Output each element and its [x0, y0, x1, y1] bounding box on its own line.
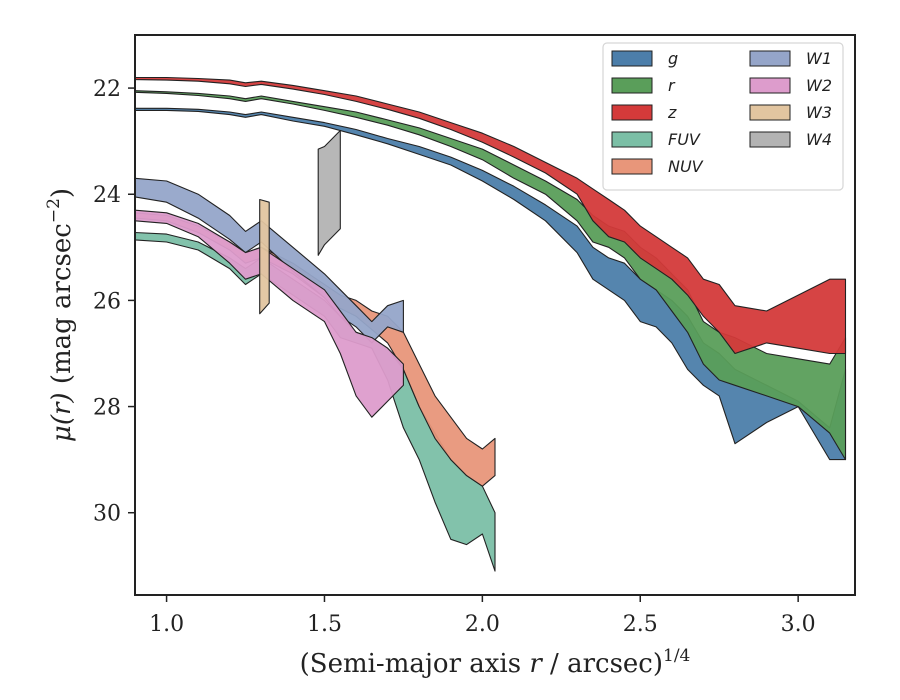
legend-swatch-w4 — [749, 131, 791, 148]
y-tick-label: 22 — [93, 77, 121, 102]
x-tick-label: 2.5 — [623, 612, 658, 637]
legend-label-z: z — [667, 103, 677, 122]
legend-label-r: r — [668, 76, 676, 95]
y-axis-title: μ(r) (mag arcsec−2) — [44, 188, 77, 442]
y-axis: 22 24 26 28 30 — [93, 77, 135, 527]
legend-swatch-w2 — [749, 77, 791, 94]
legend-label-w1: W1 — [806, 49, 832, 68]
band-w3 — [259, 198, 270, 315]
y-tick-label: 30 — [93, 502, 121, 527]
plot-areas — [134, 76, 847, 572]
legend-label-nuv: NUV — [668, 157, 704, 176]
legend-label-w3: W3 — [806, 103, 832, 122]
x-tick-label: 1.0 — [149, 612, 184, 637]
legend-label-w2: W2 — [806, 76, 832, 95]
legend-swatch-z — [611, 104, 653, 121]
x-tick-label: 2.0 — [465, 612, 500, 637]
legend-swatch-g — [611, 50, 653, 67]
y-tick-label: 24 — [93, 183, 121, 208]
legend-swatch-fuv — [611, 131, 653, 148]
band-w2 — [134, 209, 404, 418]
x-axis: 1.0 1.5 2.0 2.5 3.0 — [149, 595, 816, 637]
legend-swatch-w3 — [749, 104, 791, 121]
x-axis-title: (Semi-major axis r / arcsec)1/4 — [300, 646, 691, 679]
legend-swatch-r — [611, 77, 653, 94]
legend-label-fuv: FUV — [668, 130, 701, 149]
band-z — [134, 76, 847, 355]
legend-swatch-w1 — [749, 50, 791, 67]
band-w1 — [134, 177, 404, 344]
legend-entries: grz FUV NUV W1 W2 W3 W4 — [611, 49, 832, 176]
x-tick-label: 1.5 — [307, 612, 342, 637]
legend: grz FUV NUV W1 W2 W3 W4 — [602, 42, 844, 191]
band-r — [134, 90, 847, 461]
legend-label-w4: W4 — [806, 130, 832, 149]
band-w4 — [317, 129, 341, 256]
legend-swatch-nuv — [611, 158, 653, 175]
plot-frame — [134, 34, 856, 596]
x-tick-label: 3.0 — [781, 612, 816, 637]
band-nuv — [134, 212, 496, 487]
y-tick-label: 28 — [93, 396, 121, 421]
legend-label-g: g — [668, 49, 678, 68]
y-tick-label: 26 — [93, 289, 121, 314]
